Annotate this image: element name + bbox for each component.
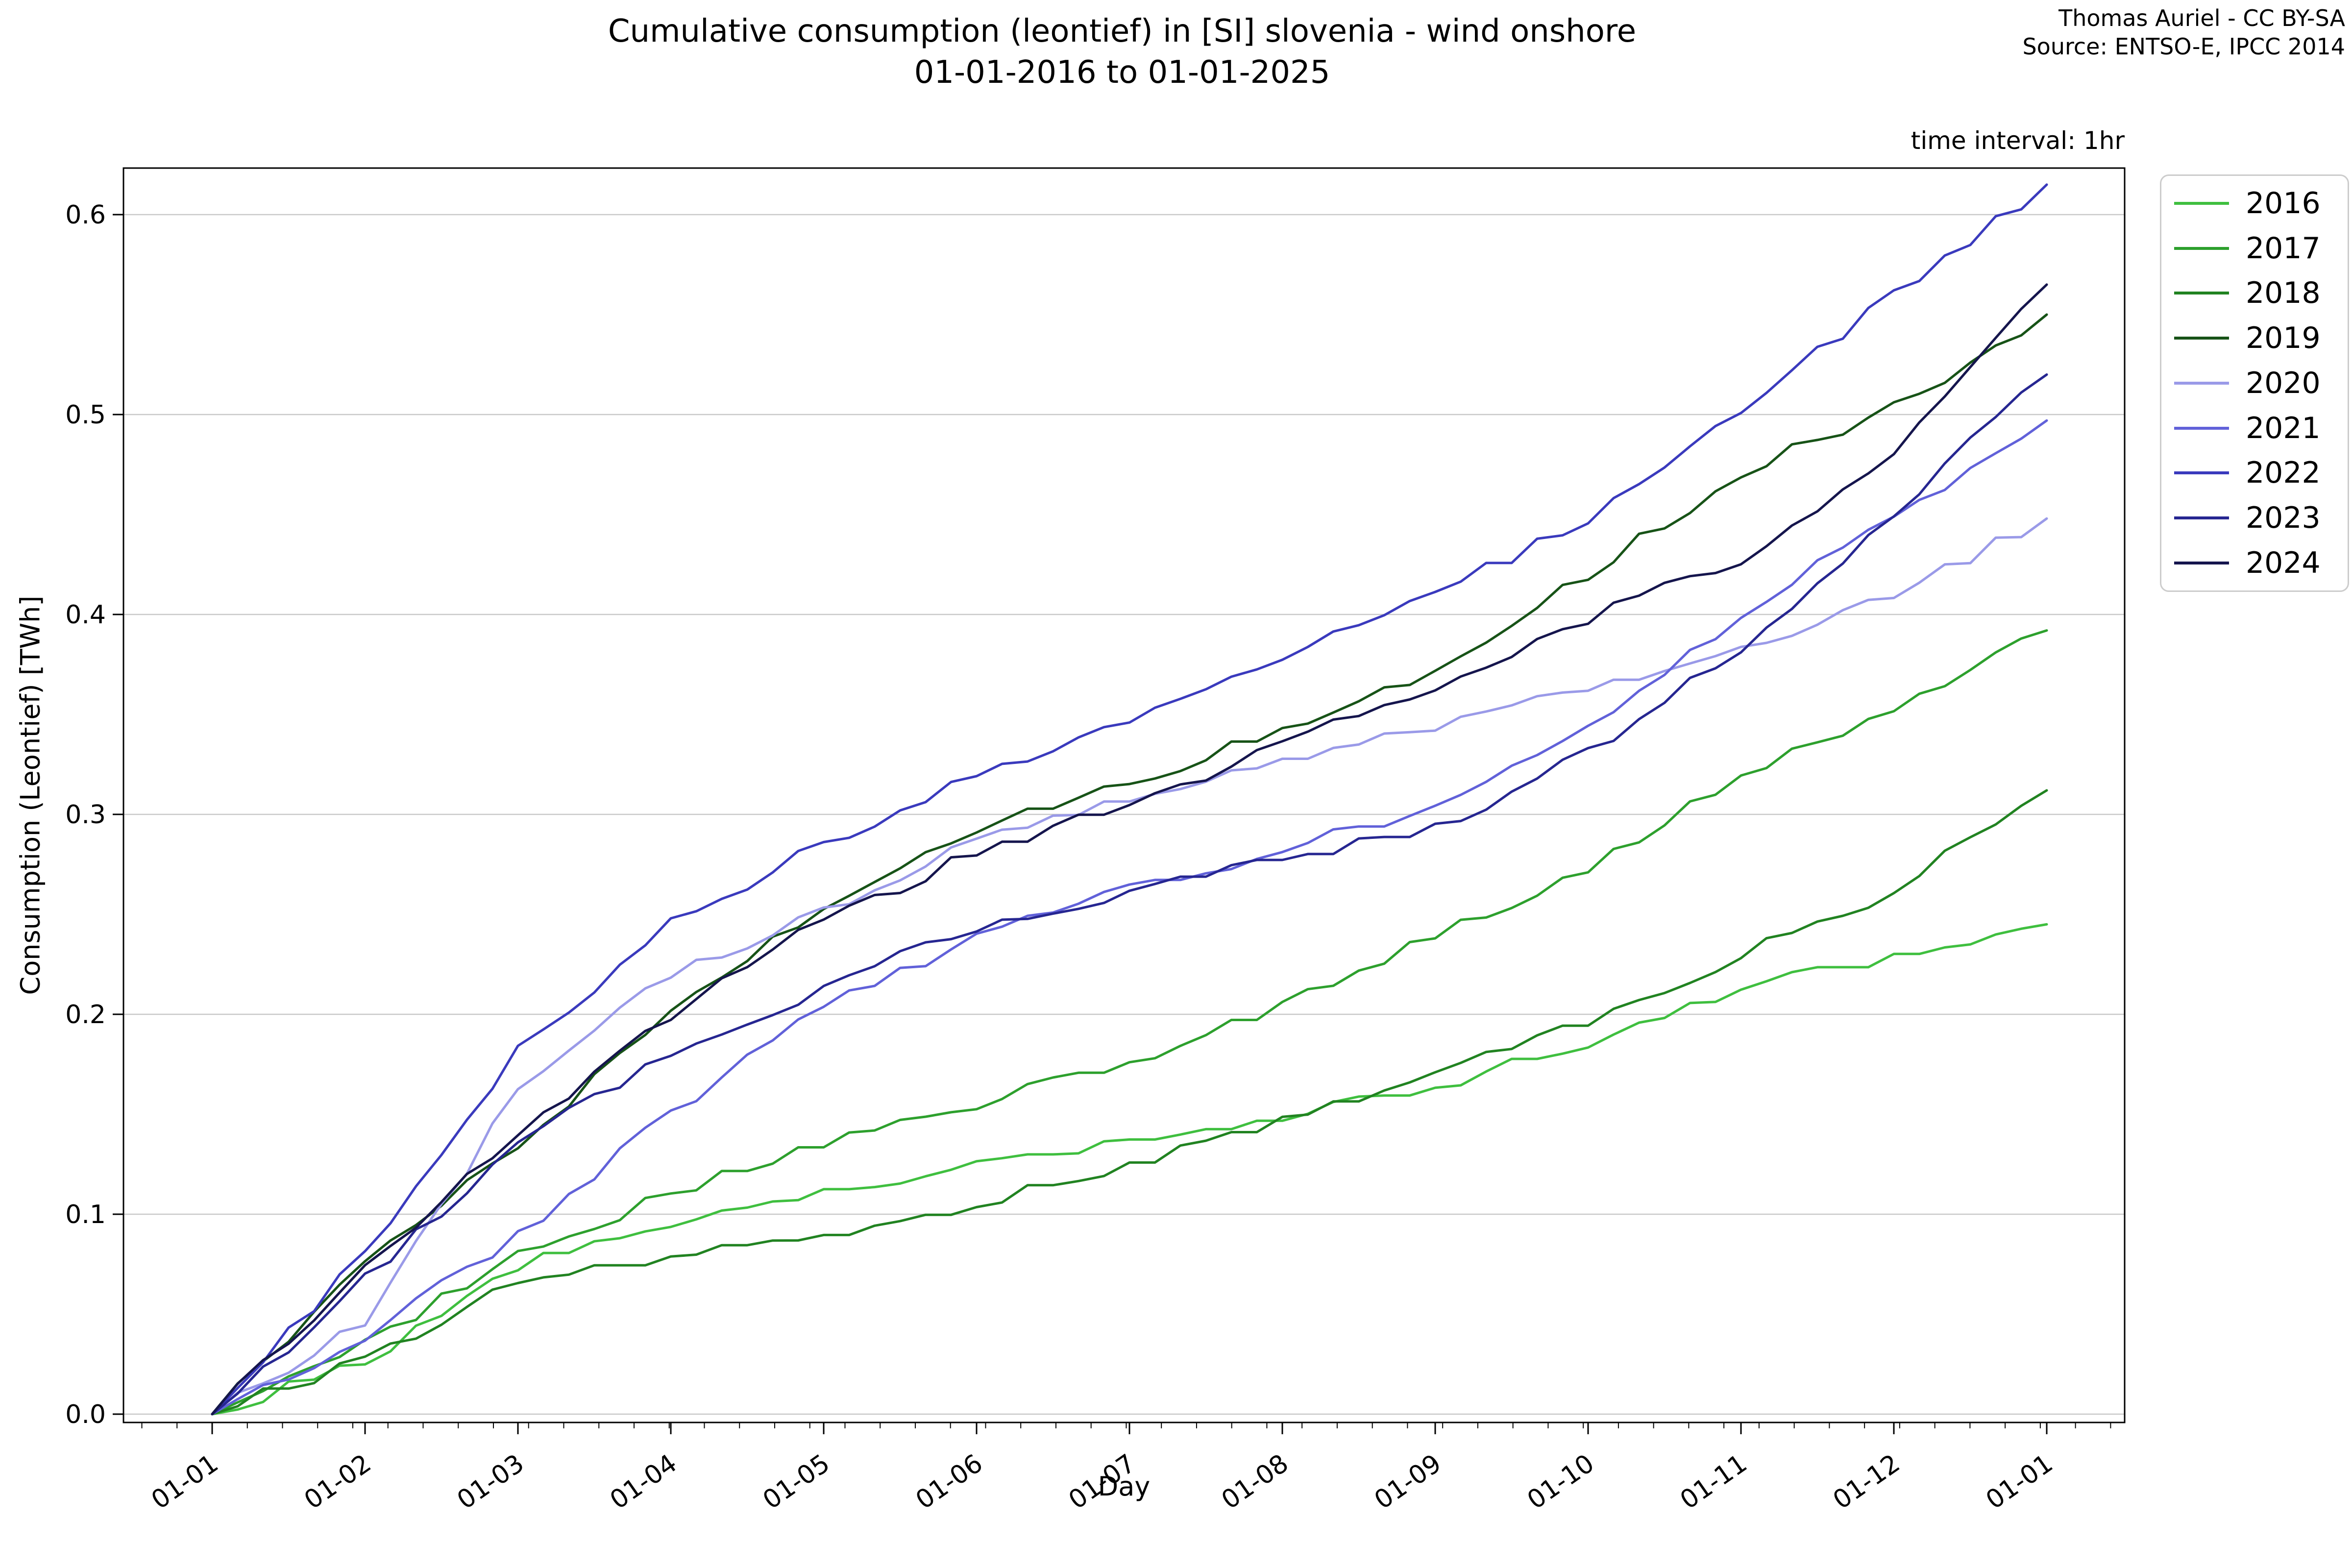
x-tick-label-8: 01-09 <box>1369 1448 1446 1515</box>
chart-title-line1: Cumulative consumption (leontief) in [SI… <box>608 13 1637 49</box>
x-tick-label-12: 01-01 <box>1981 1448 2058 1515</box>
series-line-2017 <box>211 629 2048 1416</box>
legend-label-2020: 2020 <box>2246 366 2321 400</box>
legend-swatch-2022 <box>2174 471 2229 475</box>
legend-swatch-2023 <box>2174 516 2229 520</box>
legend-item-2017: 2017 <box>2161 231 2348 266</box>
x-tick-label-1: 01-02 <box>299 1448 376 1515</box>
legend-label-2024: 2024 <box>2246 546 2321 580</box>
series-line-2021 <box>211 419 2048 1416</box>
legend-label-2023: 2023 <box>2246 501 2321 536</box>
y-tick-label-0.2: 0.2 <box>65 1000 106 1029</box>
legend-item-2019: 2019 <box>2161 321 2348 355</box>
x-tick-label-11: 01-12 <box>1828 1448 1905 1515</box>
x-tick-label-5: 01-06 <box>910 1448 988 1515</box>
legend-item-2021: 2021 <box>2161 411 2348 445</box>
legend-label-2016: 2016 <box>2246 186 2321 220</box>
legend-swatch-2020 <box>2174 381 2229 385</box>
attribution-source: Source: ENTSO-E, IPCC 2014 <box>2022 33 2345 60</box>
x-tick-label-9: 01-10 <box>1522 1448 1599 1515</box>
legend-swatch-2016 <box>2174 201 2229 205</box>
series-line-2023 <box>211 373 2048 1416</box>
series-line-2020 <box>211 517 2048 1416</box>
legend-label-2017: 2017 <box>2246 231 2321 266</box>
legend: 2016 2017 2018 2019 2020 2021 2022 2023 2024 <box>2160 174 2349 592</box>
series-line-2024 <box>211 283 2048 1416</box>
attribution: Thomas Auriel - CC BY-SA Source: ENTSO-E… <box>2022 4 2345 61</box>
time-interval-note: time interval: 1hr <box>1911 126 2125 155</box>
x-tick-label-10: 01-11 <box>1675 1448 1752 1515</box>
legend-item-2020: 2020 <box>2161 366 2348 400</box>
y-tick-label-0.3: 0.3 <box>65 800 106 830</box>
legend-swatch-2021 <box>2174 426 2229 430</box>
x-tick-label-3: 01-04 <box>605 1448 682 1515</box>
legend-item-2022: 2022 <box>2161 456 2348 490</box>
attribution-author: Thomas Auriel - CC BY-SA <box>2058 5 2345 31</box>
y-tick-label-0.6: 0.6 <box>65 200 106 230</box>
y-tick-label-0.4: 0.4 <box>65 600 106 630</box>
x-tick-label-6: 01-07 <box>1063 1448 1141 1515</box>
series-line-2022 <box>211 183 2048 1416</box>
chart-title-line2: 01-01-2016 to 01-01-2025 <box>914 54 1330 91</box>
legend-item-2018: 2018 <box>2161 276 2348 310</box>
x-tick-label-7: 01-08 <box>1216 1448 1294 1515</box>
legend-item-2024: 2024 <box>2161 546 2348 580</box>
series-line-2019 <box>211 313 2048 1416</box>
y-tick-label-0.1: 0.1 <box>65 1200 106 1229</box>
legend-item-2016: 2016 <box>2161 186 2348 220</box>
x-tick-label-2: 01-03 <box>452 1448 529 1515</box>
legend-label-2018: 2018 <box>2246 276 2321 311</box>
chart-title: Cumulative consumption (leontief) in [SI… <box>0 11 2244 93</box>
legend-swatch-2017 <box>2174 246 2229 250</box>
series-line-2016 <box>211 923 2048 1416</box>
legend-swatch-2018 <box>2174 292 2229 295</box>
series-line-2018 <box>211 789 2048 1416</box>
x-tick-label-0: 01-01 <box>146 1448 223 1515</box>
legend-item-2023: 2023 <box>2161 501 2348 535</box>
plot-frame <box>122 167 2126 1423</box>
legend-label-2019: 2019 <box>2246 321 2321 356</box>
y-tick-label-0.0: 0.0 <box>65 1400 106 1429</box>
legend-swatch-2019 <box>2174 337 2229 340</box>
legend-label-2021: 2021 <box>2246 411 2321 445</box>
y-tick-label-0.5: 0.5 <box>65 400 106 430</box>
x-tick-label-4: 01-05 <box>758 1448 835 1515</box>
legend-label-2022: 2022 <box>2246 456 2321 490</box>
x-axis-label: Day <box>1098 1471 1151 1502</box>
legend-swatch-2024 <box>2174 562 2229 564</box>
